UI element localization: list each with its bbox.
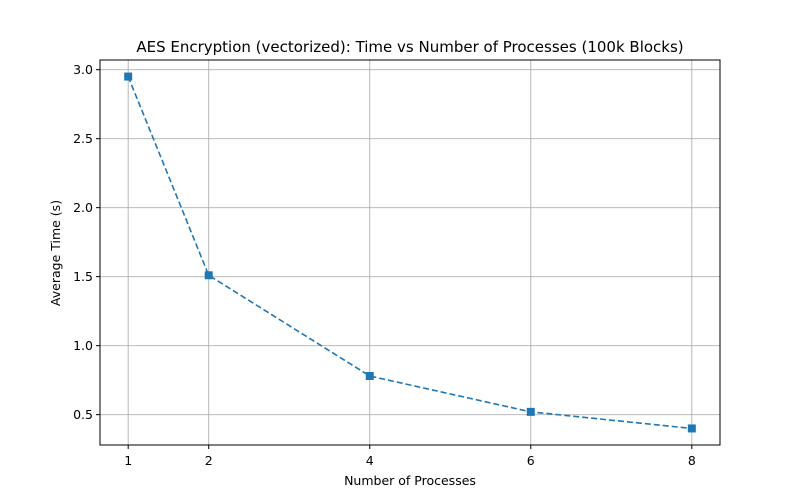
y-tick-label: 1.5 bbox=[73, 269, 93, 284]
plot-series bbox=[124, 72, 696, 433]
y-tick-label: 0.5 bbox=[73, 407, 93, 422]
x-tick-label: 2 bbox=[205, 453, 213, 468]
axis-ticks: 1 2 4 6 8 0.5 1.0 1.5 2.0 2.5 3.0 bbox=[73, 62, 696, 468]
x-tick-label: 1 bbox=[124, 453, 132, 468]
chart-title: AES Encryption (vectorized): Time vs Num… bbox=[136, 38, 683, 56]
data-point bbox=[124, 72, 133, 81]
plot-frame bbox=[99, 59, 721, 446]
series-line bbox=[127, 76, 692, 430]
data-point bbox=[687, 424, 696, 433]
x-tick-label: 8 bbox=[688, 453, 696, 468]
data-point bbox=[365, 372, 374, 381]
data-point bbox=[526, 407, 535, 416]
x-axis-label: Number of Processes bbox=[344, 473, 476, 488]
grid bbox=[100, 60, 720, 445]
y-tick-label: 2.0 bbox=[73, 200, 93, 215]
x-tick-label: 4 bbox=[366, 453, 374, 468]
y-tick-label: 3.0 bbox=[73, 62, 93, 77]
y-tick-label: 2.5 bbox=[73, 131, 93, 146]
x-tick-label: 6 bbox=[527, 453, 535, 468]
y-axis-label: Average Time (s) bbox=[48, 200, 63, 306]
data-point bbox=[204, 271, 213, 280]
y-tick-label: 1.0 bbox=[73, 338, 93, 353]
